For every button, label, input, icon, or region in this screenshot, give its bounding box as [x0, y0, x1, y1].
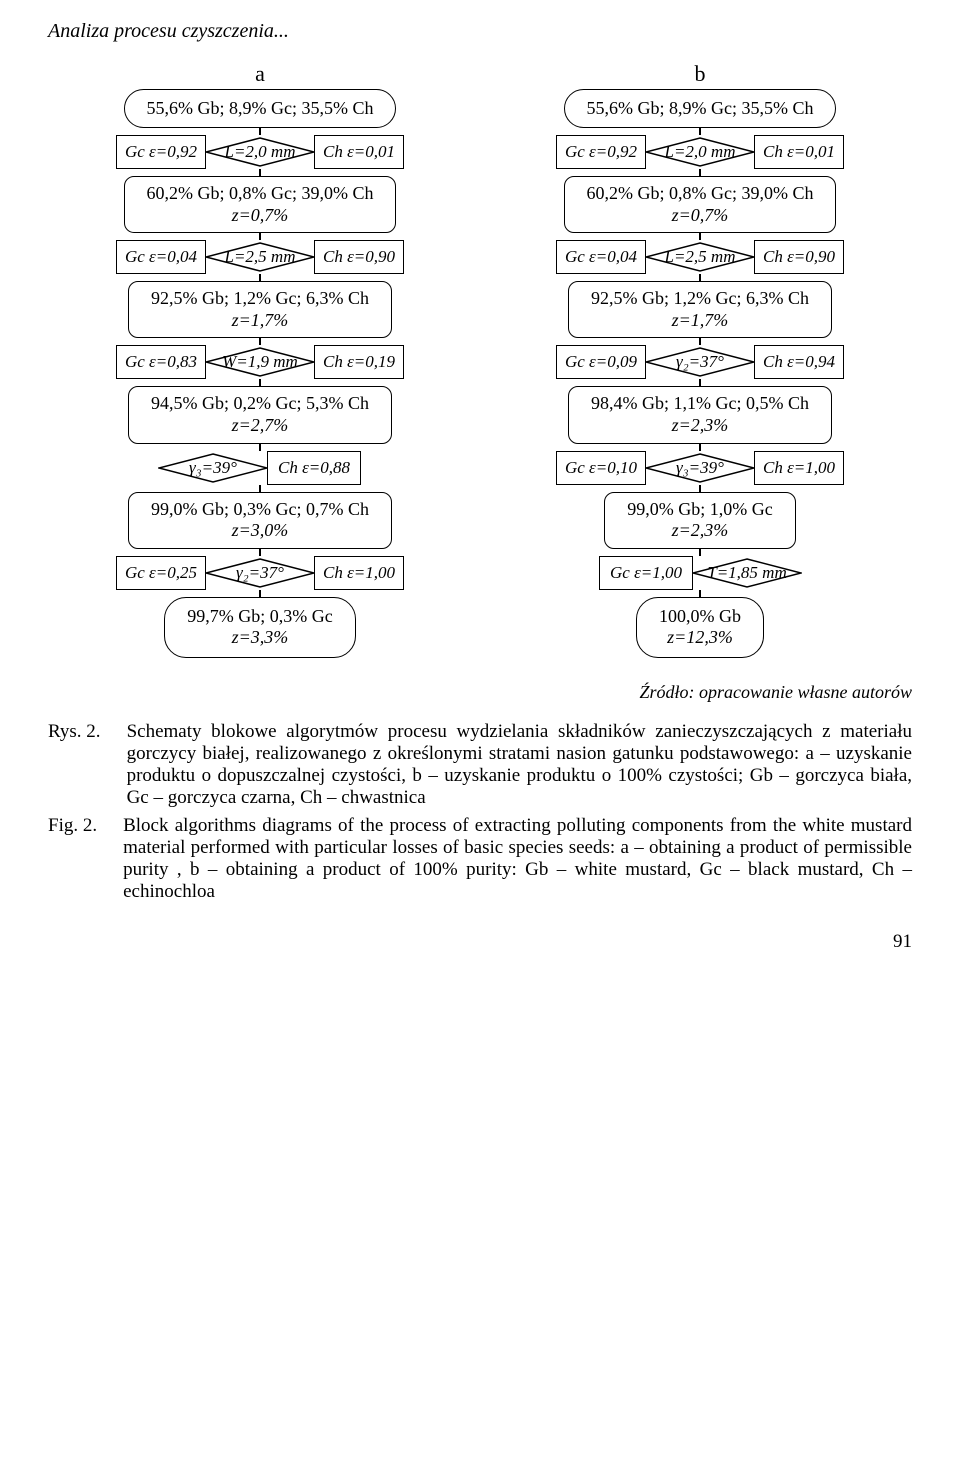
- a-d5-left: Gc ε=0,25: [116, 556, 206, 590]
- flowchart-columns: a 55,6% Gb; 8,9% Gc; 35,5% Ch Gc ε=0,92 …: [48, 61, 912, 658]
- b-d2-left: Gc ε=0,04: [556, 240, 646, 274]
- b-decision-1: Gc ε=0,92 L=2,0 mm Ch ε=0,01: [500, 135, 900, 169]
- a-decision-1: Gc ε=0,92 L=2,0 mm Ch ε=0,01: [60, 135, 460, 169]
- b-d4-right: Ch ε=1,00: [754, 451, 844, 485]
- b-d3-mid: γ₂=37°: [645, 347, 755, 377]
- a-d1-mid: L=2,0 mm: [205, 137, 315, 167]
- a-process-1: 60,2% Gb; 0,8% Gc; 39,0% Chz=0,7%: [124, 176, 397, 233]
- a-d2-mid: L=2,5 mm: [205, 242, 315, 272]
- source-note: Źródło: opracowanie własne autorów: [48, 682, 912, 703]
- b-d4-left: Gc ε=0,10: [556, 451, 646, 485]
- a-d5-right: Ch ε=1,00: [314, 556, 404, 590]
- a-d3-left: Gc ε=0,83: [116, 345, 206, 379]
- b-process-1: 60,2% Gb; 0,8% Gc; 39,0% Chz=0,7%: [564, 176, 837, 233]
- caption-fig-body: Block algorithms diagrams of the process…: [123, 815, 912, 903]
- a-d3-mid: W=1,9 mm: [205, 347, 315, 377]
- b-d1-mid: L=2,0 mm: [645, 137, 755, 167]
- caption-fig: Fig. 2. Block algorithms diagrams of the…: [48, 815, 912, 903]
- a-start: 55,6% Gb; 8,9% Gc; 35,5% Ch: [124, 89, 397, 128]
- b-end: 100,0% Gbz=12,3%: [636, 597, 764, 658]
- b-d4-mid: γ₃=39°: [645, 453, 755, 483]
- column-a: a 55,6% Gb; 8,9% Gc; 35,5% Ch Gc ε=0,92 …: [60, 61, 460, 658]
- a-decision-5: Gc ε=0,25 γ₂=37° Ch ε=1,00: [60, 556, 460, 590]
- a-decision-3: Gc ε=0,83 W=1,9 mm Ch ε=0,19: [60, 345, 460, 379]
- b-process-3: 98,4% Gb; 1,1% Gc; 0,5% Chz=2,3%: [568, 386, 832, 443]
- b-d1-left: Gc ε=0,92: [556, 135, 646, 169]
- b-d5-left: Gc ε=1,00: [599, 556, 693, 590]
- b-d3-right: Ch ε=0,94: [754, 345, 844, 379]
- a-d2-right: Ch ε=0,90: [314, 240, 404, 274]
- caption-rys-label: Rys. 2.: [48, 721, 101, 809]
- b-decision-2: Gc ε=0,04 L=2,5 mm Ch ε=0,90: [500, 240, 900, 274]
- a-d4-mid: γ₃=39°: [158, 453, 268, 483]
- b-decision-3: Gc ε=0,09 γ₂=37° Ch ε=0,94: [500, 345, 900, 379]
- b-d5-mid: T=1,85 mm: [692, 558, 802, 588]
- a-process-2: 92,5% Gb; 1,2% Gc; 6,3% Chz=1,7%: [128, 281, 392, 338]
- caption-rys-body: Schematy blokowe algorytmów procesu wydz…: [127, 721, 912, 809]
- caption-fig-label: Fig. 2.: [48, 815, 97, 903]
- b-decision-4: Gc ε=0,10 γ₃=39° Ch ε=1,00: [500, 451, 900, 485]
- column-b-label: b: [695, 61, 706, 87]
- column-b: b 55,6% Gb; 8,9% Gc; 35,5% Ch Gc ε=0,92 …: [500, 61, 900, 658]
- a-d4-right: Ch ε=0,88: [267, 451, 361, 485]
- b-process-2: 92,5% Gb; 1,2% Gc; 6,3% Chz=1,7%: [568, 281, 832, 338]
- b-process-4: 99,0% Gb; 1,0% Gcz=2,3%: [604, 492, 795, 549]
- a-d1-right: Ch ε=0,01: [314, 135, 404, 169]
- b-d2-mid: L=2,5 mm: [645, 242, 755, 272]
- a-d3-right: Ch ε=0,19: [314, 345, 404, 379]
- b-decision-5: Gc ε=1,00 T=1,85 mm: [500, 556, 900, 590]
- a-d1-left: Gc ε=0,92: [116, 135, 206, 169]
- a-decision-4: γ₃=39° Ch ε=0,88: [60, 451, 460, 485]
- caption-rys: Rys. 2. Schematy blokowe algorytmów proc…: [48, 721, 912, 809]
- a-process-4: 99,0% Gb; 0,3% Gc; 0,7% Chz=3,0%: [128, 492, 392, 549]
- b-d3-left: Gc ε=0,09: [556, 345, 646, 379]
- a-decision-2: Gc ε=0,04 L=2,5 mm Ch ε=0,90: [60, 240, 460, 274]
- column-a-label: a: [255, 61, 265, 87]
- b-d2-right: Ch ε=0,90: [754, 240, 844, 274]
- a-end: 99,7% Gb; 0,3% Gcz=3,3%: [164, 597, 355, 658]
- page-number: 91: [48, 931, 912, 953]
- page-title: Analiza procesu czyszczenia...: [48, 20, 912, 43]
- b-d1-right: Ch ε=0,01: [754, 135, 844, 169]
- a-d2-left: Gc ε=0,04: [116, 240, 206, 274]
- a-d5-mid: γ₂=37°: [205, 558, 315, 588]
- a-process-3: 94,5% Gb; 0,2% Gc; 5,3% Chz=2,7%: [128, 386, 392, 443]
- b-start: 55,6% Gb; 8,9% Gc; 35,5% Ch: [564, 89, 837, 128]
